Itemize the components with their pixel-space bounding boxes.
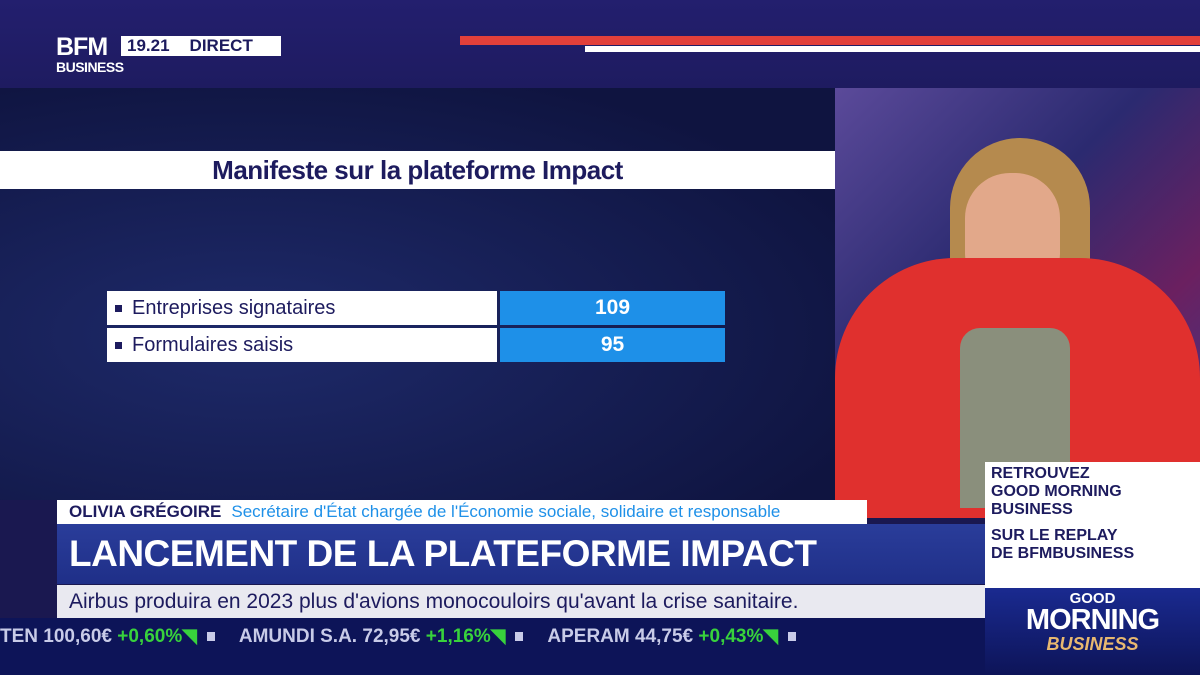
up-arrow-icon: ◥ bbox=[490, 626, 506, 647]
separator-icon bbox=[515, 632, 524, 642]
speaker-role: Secrétaire d'État chargée de l'Économie … bbox=[231, 502, 781, 521]
presenter-video bbox=[835, 88, 1200, 518]
separator-icon bbox=[788, 632, 797, 642]
news-line: Airbus produira en 2023 plus d'avions mo… bbox=[57, 585, 987, 618]
time: 19.21 bbox=[127, 36, 170, 55]
ticker-item: AMUNDI S.A. 72,95€ +1,16%◥ bbox=[239, 625, 534, 648]
speaker-name-bar: OLIVIA GRÉGOIRE Secrétaire d'État chargé… bbox=[57, 500, 867, 524]
good-morning-business-logo: GOOD MORNING BUSINESS bbox=[985, 588, 1200, 675]
stock-ticker: TEN 100,60€ +0,60%◥ AMUNDI S.A. 72,95€ +… bbox=[0, 618, 985, 675]
separator-icon bbox=[206, 632, 215, 642]
replay-promo: RETROUVEZ GOOD MORNING BUSINESS SUR LE R… bbox=[985, 462, 1200, 588]
white-stripe bbox=[585, 46, 1200, 52]
red-stripe bbox=[460, 36, 1200, 45]
ticker-item: APERAM 44,75€ +0,43%◥ bbox=[547, 625, 806, 648]
speaker-name: OLIVIA GRÉGOIRE bbox=[69, 502, 222, 521]
live-label: DIRECT bbox=[189, 36, 253, 55]
time-live-badge: 19.21 DIRECT bbox=[121, 36, 281, 56]
up-arrow-icon: ◥ bbox=[182, 626, 197, 647]
stat-row: Formulaires saisis 95 bbox=[107, 328, 725, 362]
bfm-business-logo: BFM BUSINESS bbox=[56, 33, 124, 75]
ticker-item: TEN 100,60€ +0,60%◥ bbox=[0, 625, 225, 648]
stat-label: Entreprises signataires bbox=[132, 296, 336, 319]
stat-label: Formulaires saisis bbox=[132, 333, 294, 356]
bullet-icon bbox=[115, 304, 122, 312]
headline: LANCEMENT DE LA PLATEFORME IMPACT bbox=[57, 524, 987, 584]
stat-row: Entreprises signataires 109 bbox=[107, 291, 725, 325]
up-arrow-icon: ◥ bbox=[763, 626, 779, 647]
stat-value: 95 bbox=[500, 328, 725, 362]
graphic-title: Manifeste sur la plateforme Impact bbox=[0, 151, 835, 189]
stat-value: 109 bbox=[500, 291, 725, 325]
bullet-icon bbox=[115, 341, 122, 349]
